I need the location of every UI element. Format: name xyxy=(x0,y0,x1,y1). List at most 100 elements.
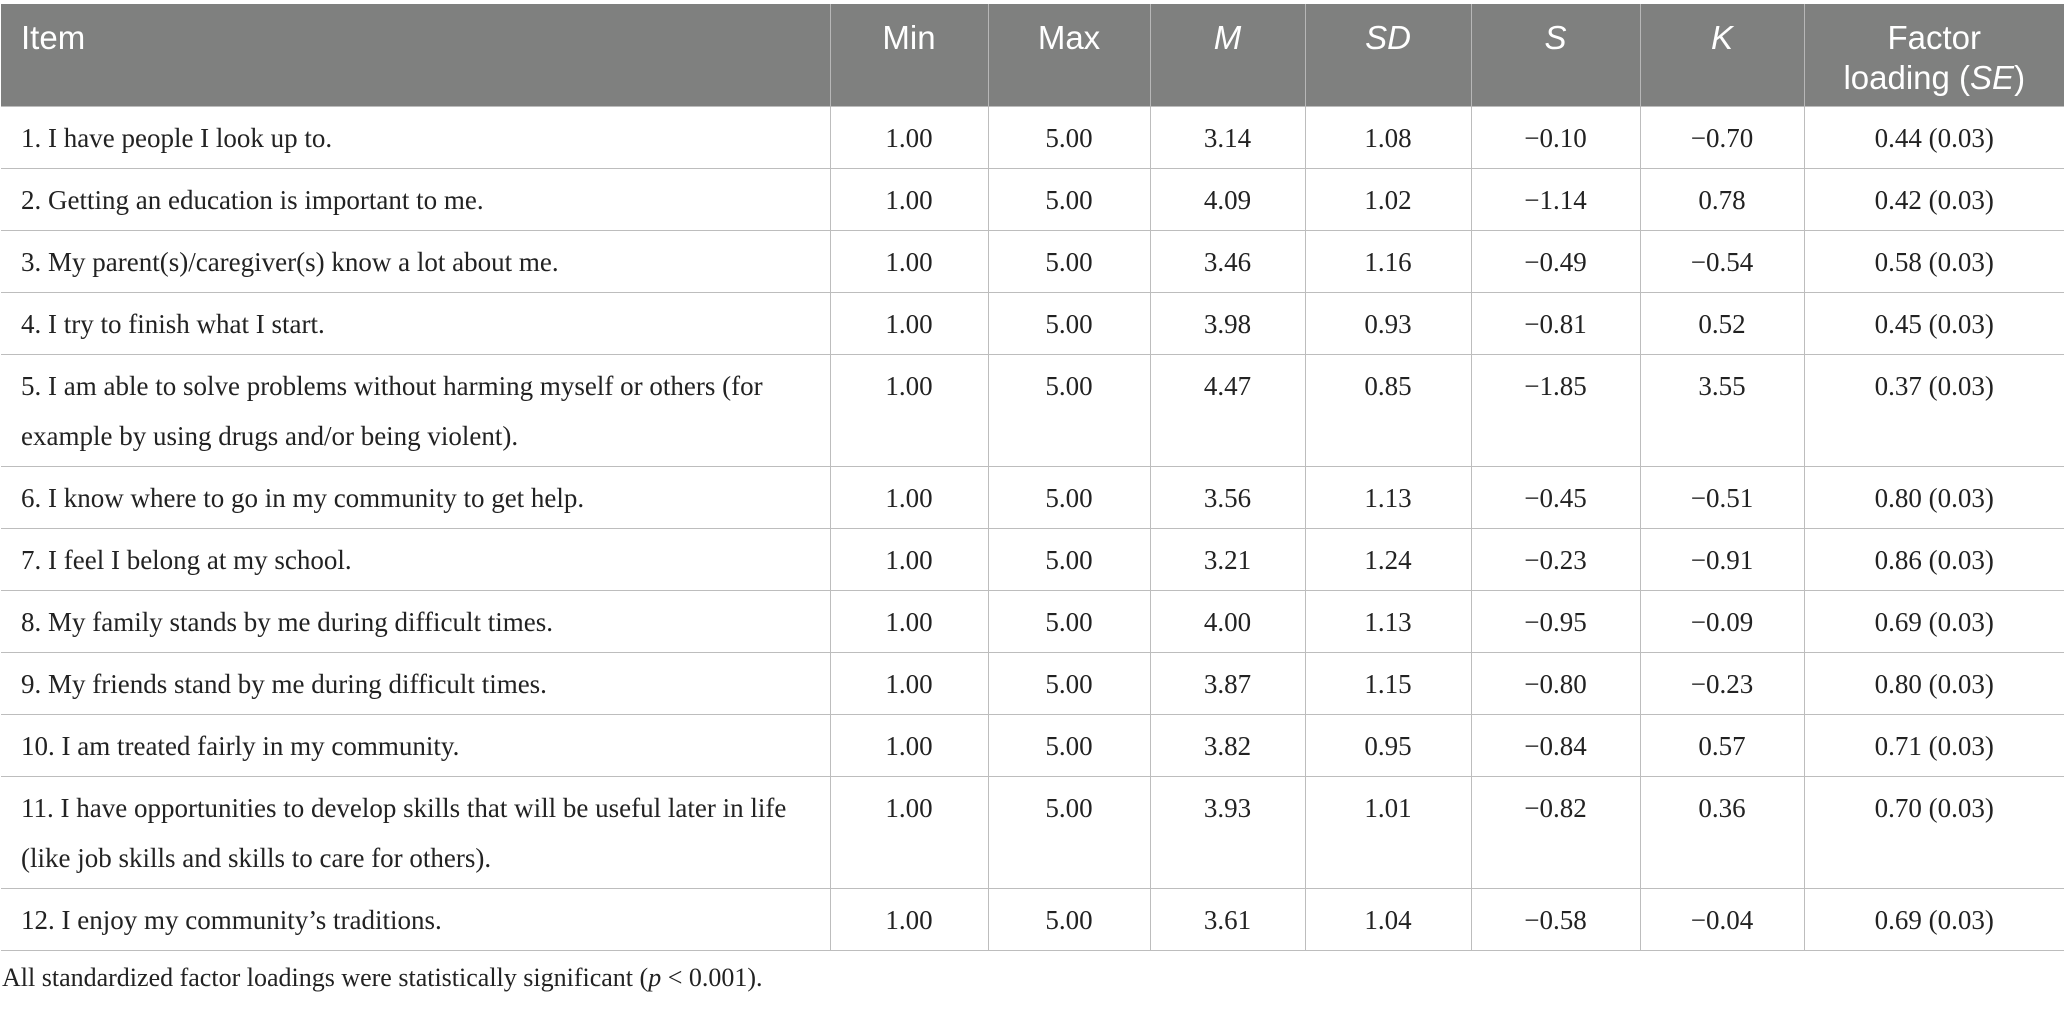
table-row: 11. I have opportunities to develop skil… xyxy=(1,776,2064,889)
cell-item: 11. I have opportunities to develop skil… xyxy=(1,776,831,889)
header-item: Item xyxy=(1,4,831,107)
cell-sd: 1.04 xyxy=(1304,888,1472,951)
table-row: 5. I am able to solve problems without h… xyxy=(1,354,2064,467)
table-row: 12. I enjoy my community’s traditions. 1.… xyxy=(1,888,2064,951)
cell-sd: 1.13 xyxy=(1304,466,1472,529)
cell-min: 1.00 xyxy=(829,354,989,467)
cell-sd: 1.13 xyxy=(1304,590,1472,653)
table-row: 6. I know where to go in my community to… xyxy=(1,466,2064,529)
cell-max: 5.00 xyxy=(987,652,1151,715)
table-row: 1. I have people I look up to. 1.00 5.00 3.… xyxy=(1,106,2064,169)
cell-mean: 3.61 xyxy=(1149,888,1306,951)
cell-skewness: −0.82 xyxy=(1470,776,1641,889)
footnote-p: p xyxy=(648,963,662,992)
cell-max: 5.00 xyxy=(987,292,1151,355)
cell-factor-loading: 0.45 (0.03) xyxy=(1803,292,2064,355)
table-container: Item Min Max M SD S K Factor loading (SE… xyxy=(0,4,2065,995)
cell-max: 5.00 xyxy=(987,590,1151,653)
cell-factor-loading: 0.37 (0.03) xyxy=(1803,354,2064,467)
cell-kurtosis: 0.78 xyxy=(1639,168,1805,231)
header-kurtosis-label: K xyxy=(1710,19,1733,56)
cell-skewness: −0.10 xyxy=(1470,106,1641,169)
table-row: 9. My friends stand by me during difficu… xyxy=(1,652,2064,715)
cell-item: 9. My friends stand by me during difficu… xyxy=(1,652,831,715)
header-factor-line1: Factor xyxy=(1887,19,1982,56)
cell-item: 5. I am able to solve problems without h… xyxy=(1,354,831,467)
cell-kurtosis: 3.55 xyxy=(1639,354,1805,467)
cell-factor-loading: 0.69 (0.03) xyxy=(1803,888,2064,951)
cell-skewness: −0.80 xyxy=(1470,652,1641,715)
cell-mean: 3.82 xyxy=(1149,714,1306,777)
cell-min: 1.00 xyxy=(829,168,989,231)
cell-kurtosis: 0.52 xyxy=(1639,292,1805,355)
cell-max: 5.00 xyxy=(987,354,1151,467)
cell-kurtosis: −0.04 xyxy=(1639,888,1805,951)
header-factor-loading: Factor loading (SE) xyxy=(1804,4,2064,107)
cell-mean: 4.47 xyxy=(1149,354,1306,467)
cell-min: 1.00 xyxy=(829,230,989,293)
cell-mean: 3.98 xyxy=(1149,292,1306,355)
cell-mean: 3.14 xyxy=(1149,106,1306,169)
cell-kurtosis: −0.09 xyxy=(1639,590,1805,653)
cell-mean: 3.93 xyxy=(1149,776,1306,889)
header-max: Max xyxy=(988,4,1151,107)
cell-min: 1.00 xyxy=(829,714,989,777)
cell-item: 7. I feel I belong at my school. xyxy=(1,528,831,591)
cell-max: 5.00 xyxy=(987,168,1151,231)
cell-sd: 1.08 xyxy=(1304,106,1472,169)
cell-max: 5.00 xyxy=(987,106,1151,169)
cell-sd: 0.85 xyxy=(1304,354,1472,467)
descriptive-statistics-table: Item Min Max M SD S K Factor loading (SE… xyxy=(1,4,2064,951)
cell-sd: 1.16 xyxy=(1304,230,1472,293)
cell-kurtosis: −0.91 xyxy=(1639,528,1805,591)
header-skewness: S xyxy=(1471,4,1641,107)
header-sd-label: SD xyxy=(1365,19,1411,56)
header-mean: M xyxy=(1150,4,1306,107)
footnote-prefix: All standardized factor loadings were st… xyxy=(2,963,649,992)
cell-kurtosis: −0.23 xyxy=(1639,652,1805,715)
header-sd: SD xyxy=(1305,4,1472,107)
cell-sd: 0.95 xyxy=(1304,714,1472,777)
cell-min: 1.00 xyxy=(829,106,989,169)
cell-min: 1.00 xyxy=(829,652,989,715)
cell-item: 2. Getting an education is important to … xyxy=(1,168,831,231)
header-kurtosis: K xyxy=(1640,4,1805,107)
cell-mean: 3.46 xyxy=(1149,230,1306,293)
cell-factor-loading: 0.80 (0.03) xyxy=(1803,652,2064,715)
cell-min: 1.00 xyxy=(829,888,989,951)
cell-skewness: −0.58 xyxy=(1470,888,1641,951)
cell-sd: 1.15 xyxy=(1304,652,1472,715)
table-row: 4. I try to finish what I start. 1.00 5.00… xyxy=(1,292,2064,355)
table-footnote: All standardized factor loadings were st… xyxy=(2,961,2065,995)
cell-mean: 3.87 xyxy=(1149,652,1306,715)
footnote-suffix: < 0.001). xyxy=(661,963,763,992)
cell-mean: 4.09 xyxy=(1149,168,1306,231)
cell-factor-loading: 0.69 (0.03) xyxy=(1803,590,2064,653)
cell-item: 10. I am treated fairly in my community. xyxy=(1,714,831,777)
table-row: 7. I feel I belong at my school. 1.00 5.00… xyxy=(1,528,2064,591)
cell-min: 1.00 xyxy=(829,590,989,653)
header-factor-line2-suffix: ) xyxy=(2014,59,2026,96)
cell-max: 5.00 xyxy=(987,714,1151,777)
header-factor-line2-prefix: loading ( xyxy=(1843,59,1971,96)
cell-max: 5.00 xyxy=(987,230,1151,293)
cell-mean: 4.00 xyxy=(1149,590,1306,653)
cell-skewness: −0.23 xyxy=(1470,528,1641,591)
cell-kurtosis: 0.36 xyxy=(1639,776,1805,889)
cell-max: 5.00 xyxy=(987,776,1151,889)
cell-mean: 3.56 xyxy=(1149,466,1306,529)
table-header-row: Item Min Max M SD S K Factor loading (SE… xyxy=(1,4,2064,107)
cell-factor-loading: 0.70 (0.03) xyxy=(1803,776,2064,889)
cell-item: 1. I have people I look up to. xyxy=(1,106,831,169)
header-skewness-label: S xyxy=(1544,19,1567,56)
cell-max: 5.00 xyxy=(987,888,1151,951)
cell-min: 1.00 xyxy=(829,528,989,591)
cell-skewness: −0.95 xyxy=(1470,590,1641,653)
cell-max: 5.00 xyxy=(987,466,1151,529)
cell-skewness: −0.84 xyxy=(1470,714,1641,777)
cell-factor-loading: 0.71 (0.03) xyxy=(1803,714,2064,777)
table-body: 1. I have people I look up to. 1.00 5.00 3.… xyxy=(1,106,2064,951)
cell-mean: 3.21 xyxy=(1149,528,1306,591)
cell-sd: 1.24 xyxy=(1304,528,1472,591)
table-row: 8. My family stands by me during difficu… xyxy=(1,590,2064,653)
